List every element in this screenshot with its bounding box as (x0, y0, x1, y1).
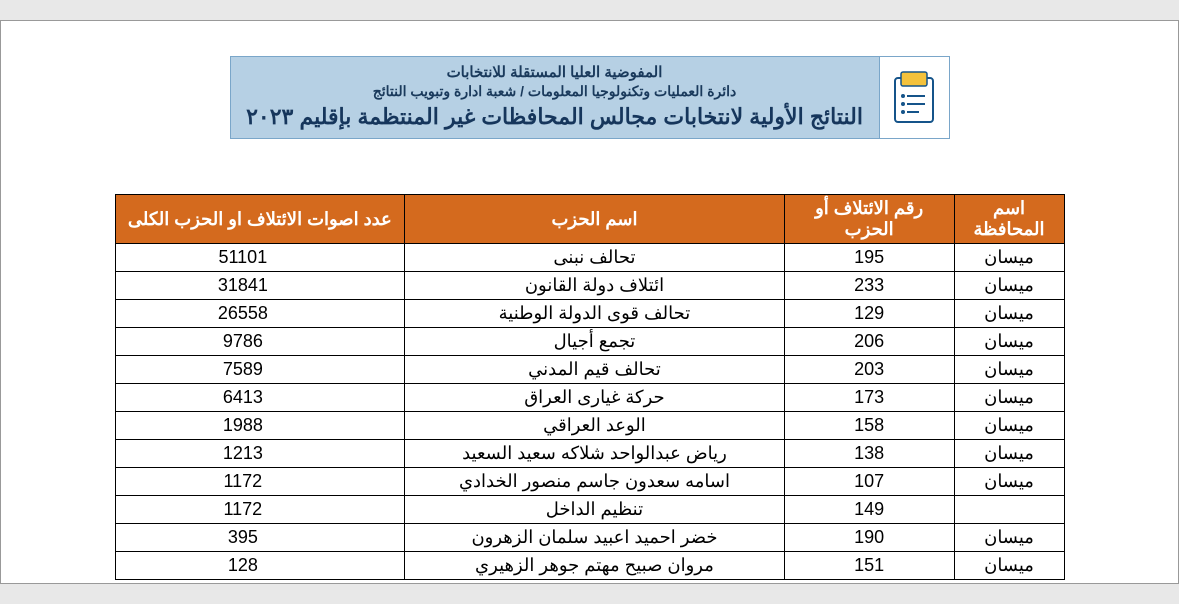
header-org: المفوضية العليا المستقلة للانتخابات (241, 63, 869, 81)
table-row: ميسان129تحالف قوى الدولة الوطنية26558 (115, 300, 1064, 328)
cell-coalition-no: 151 (784, 552, 954, 580)
cell-coalition-no: 190 (784, 524, 954, 552)
header-title: النتائج الأولية لانتخابات مجالس المحافظا… (241, 104, 869, 130)
results-table: اسم المحافظة رقم الائتلاف أو الحزب اسم ا… (115, 194, 1065, 580)
table-row: ميسان206تجمع أجيال9786 (115, 328, 1064, 356)
ballot-logo-icon (889, 68, 939, 128)
table-row: ميسان233ائتلاف دولة القانون31841 (115, 272, 1064, 300)
cell-province: ميسان (954, 440, 1064, 468)
table-row: 149تنظيم الداخل1172 (115, 496, 1064, 524)
table-row: ميسان151مروان صبيح مهتم جوهر الزهيري128 (115, 552, 1064, 580)
cell-total-votes: 26558 (115, 300, 405, 328)
col-province: اسم المحافظة (954, 195, 1064, 244)
cell-province: ميسان (954, 328, 1064, 356)
cell-party-name: مروان صبيح مهتم جوهر الزهيري (405, 552, 785, 580)
table-row: ميسان107اسامه سعدون جاسم منصور الخدادي11… (115, 468, 1064, 496)
cell-party-name: تجمع أجيال (405, 328, 785, 356)
col-party-name: اسم الحزب (405, 195, 785, 244)
cell-province: ميسان (954, 356, 1064, 384)
cell-total-votes: 1172 (115, 496, 405, 524)
table-row: ميسان195تحالف نبنى51101 (115, 244, 1064, 272)
cell-coalition-no: 206 (784, 328, 954, 356)
cell-province: ميسان (954, 552, 1064, 580)
commission-logo (879, 57, 949, 138)
cell-total-votes: 1172 (115, 468, 405, 496)
cell-province: ميسان (954, 384, 1064, 412)
table-row: ميسان158الوعد العراقي1988 (115, 412, 1064, 440)
table-row: ميسان138رياض عبدالواحد شلاكه سعيد السعيد… (115, 440, 1064, 468)
cell-party-name: الوعد العراقي (405, 412, 785, 440)
cell-total-votes: 395 (115, 524, 405, 552)
table-row: ميسان173حركة غيارى العراق6413 (115, 384, 1064, 412)
cell-coalition-no: 138 (784, 440, 954, 468)
cell-party-name: تحالف نبنى (405, 244, 785, 272)
cell-coalition-no: 173 (784, 384, 954, 412)
cell-province: ميسان (954, 524, 1064, 552)
cell-province: ميسان (954, 272, 1064, 300)
cell-coalition-no: 158 (784, 412, 954, 440)
cell-total-votes: 1988 (115, 412, 405, 440)
col-coalition-no: رقم الائتلاف أو الحزب (784, 195, 954, 244)
header-dept: دائرة العمليات وتكنولوجيا المعلومات / شع… (241, 83, 869, 100)
cell-coalition-no: 233 (784, 272, 954, 300)
cell-party-name: تحالف قوى الدولة الوطنية (405, 300, 785, 328)
cell-province: ميسان (954, 244, 1064, 272)
cell-province (954, 496, 1064, 524)
cell-total-votes: 1213 (115, 440, 405, 468)
cell-total-votes: 7589 (115, 356, 405, 384)
cell-party-name: تحالف قيم المدني (405, 356, 785, 384)
cell-total-votes: 9786 (115, 328, 405, 356)
cell-coalition-no: 195 (784, 244, 954, 272)
cell-party-name: اسامه سعدون جاسم منصور الخدادي (405, 468, 785, 496)
cell-party-name: رياض عبدالواحد شلاكه سعيد السعيد (405, 440, 785, 468)
cell-party-name: ائتلاف دولة القانون (405, 272, 785, 300)
cell-total-votes: 128 (115, 552, 405, 580)
cell-total-votes: 31841 (115, 272, 405, 300)
cell-party-name: تنظيم الداخل (405, 496, 785, 524)
col-total-votes: عدد اصوات الائتلاف او الحزب الكلى (115, 195, 405, 244)
document-page: المفوضية العليا المستقلة للانتخابات دائر… (0, 20, 1179, 584)
cell-coalition-no: 107 (784, 468, 954, 496)
table-row: ميسان203تحالف قيم المدني7589 (115, 356, 1064, 384)
cell-coalition-no: 203 (784, 356, 954, 384)
cell-total-votes: 6413 (115, 384, 405, 412)
cell-province: ميسان (954, 412, 1064, 440)
cell-province: ميسان (954, 300, 1064, 328)
cell-coalition-no: 129 (784, 300, 954, 328)
header-band: المفوضية العليا المستقلة للانتخابات دائر… (230, 56, 950, 139)
cell-party-name: حركة غيارى العراق (405, 384, 785, 412)
header-texts: المفوضية العليا المستقلة للانتخابات دائر… (231, 57, 879, 138)
table-row: ميسان190خضر احميد اعبيد سلمان الزهرون395 (115, 524, 1064, 552)
cell-province: ميسان (954, 468, 1064, 496)
cell-party-name: خضر احميد اعبيد سلمان الزهرون (405, 524, 785, 552)
cell-total-votes: 51101 (115, 244, 405, 272)
cell-coalition-no: 149 (784, 496, 954, 524)
results-table-wrap: اسم المحافظة رقم الائتلاف أو الحزب اسم ا… (115, 194, 1065, 580)
table-header-row: اسم المحافظة رقم الائتلاف أو الحزب اسم ا… (115, 195, 1064, 244)
